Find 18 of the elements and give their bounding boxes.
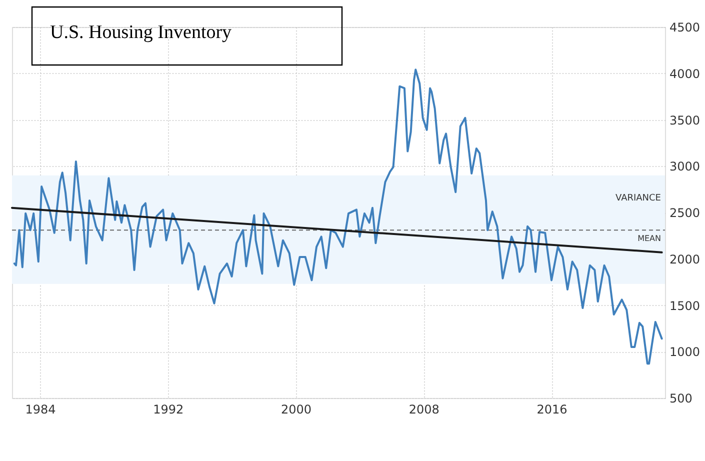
x-tick-label: 2000 <box>280 402 312 416</box>
ref-line-label: MEAN <box>638 234 662 244</box>
y-tick-label: 4000 <box>670 66 700 81</box>
y-tick-label: 1500 <box>670 298 700 313</box>
y-tick-label: 3500 <box>670 113 700 128</box>
band-label: VARIANCE <box>615 193 662 204</box>
x-tick-label: 1992 <box>153 402 184 416</box>
line-series <box>13 68 663 365</box>
x-tick-label: 2016 <box>536 402 568 416</box>
x-tick-label: 2008 <box>408 402 440 416</box>
y-tick-label: 4500 <box>670 20 700 34</box>
y-tick-label: 3000 <box>670 160 700 174</box>
x-tick-label: 1984 <box>25 402 56 416</box>
y-tick-label: 2000 <box>670 252 700 266</box>
chart-title: U.S. Housing Inventory <box>50 22 232 43</box>
y-tick-label: 2500 <box>670 206 700 220</box>
y-tick-label: 500 <box>670 392 692 406</box>
y-tick-label: 1000 <box>670 345 700 360</box>
